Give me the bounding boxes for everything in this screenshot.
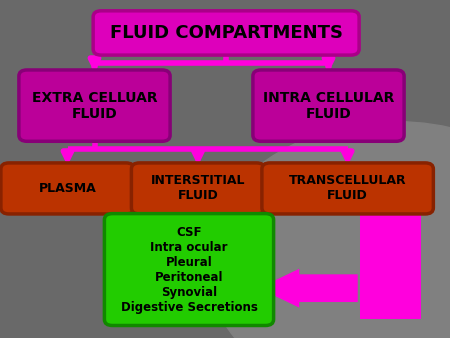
Text: EXTRA CELLUAR
FLUID: EXTRA CELLUAR FLUID (32, 91, 158, 121)
FancyBboxPatch shape (262, 163, 433, 214)
Text: FLUID COMPARTMENTS: FLUID COMPARTMENTS (110, 24, 342, 42)
Text: TRANSCELLULAR
FLUID: TRANSCELLULAR FLUID (289, 174, 406, 202)
FancyBboxPatch shape (19, 70, 170, 141)
FancyBboxPatch shape (93, 11, 359, 55)
Text: INTRA CELLULAR
FLUID: INTRA CELLULAR FLUID (263, 91, 394, 121)
FancyBboxPatch shape (131, 163, 265, 214)
Text: INTERSTITIAL
FLUID: INTERSTITIAL FLUID (151, 174, 245, 202)
FancyBboxPatch shape (1, 163, 134, 214)
FancyBboxPatch shape (104, 214, 274, 325)
Text: PLASMA: PLASMA (39, 182, 96, 195)
Bar (360, 208, 421, 319)
FancyArrow shape (259, 269, 358, 308)
Text: CSF
Intra ocular
Pleural
Peritoneal
Synovial
Digestive Secretions: CSF Intra ocular Pleural Peritoneal Syno… (121, 225, 257, 314)
Circle shape (207, 122, 450, 338)
FancyBboxPatch shape (253, 70, 404, 141)
